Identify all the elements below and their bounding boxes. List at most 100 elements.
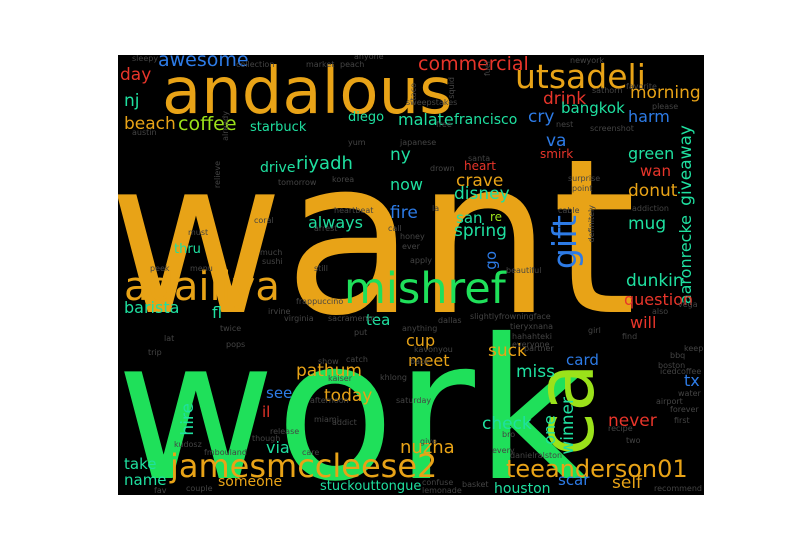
cloud-word: much bbox=[260, 248, 283, 257]
cloud-word: bro bbox=[502, 430, 516, 439]
cloud-word: dallas bbox=[438, 316, 462, 325]
cloud-word: va bbox=[546, 131, 567, 151]
cloud-word: everyone bbox=[512, 340, 550, 349]
cloud-word: il bbox=[262, 403, 271, 421]
cloud-word: honey bbox=[400, 232, 425, 241]
cloud-word: disney bbox=[454, 184, 510, 204]
cloud-word: afternoon bbox=[310, 396, 349, 405]
cloud-word: ny bbox=[390, 145, 411, 165]
cloud-word: peek bbox=[150, 264, 170, 273]
cloud-word: sleepy bbox=[132, 55, 159, 63]
cloud-word: adailiya bbox=[124, 264, 280, 310]
cloud-word: sushi bbox=[262, 257, 283, 266]
cloud-word: santa bbox=[468, 154, 491, 163]
cloud-word: cup bbox=[406, 331, 436, 350]
cloud-word: starbuck bbox=[250, 120, 307, 135]
cloud-word: recommend bbox=[654, 484, 702, 493]
cloud-word: basket bbox=[462, 480, 489, 489]
cloud-word: tomorrow bbox=[278, 178, 317, 187]
cloud-word: confuse bbox=[422, 478, 454, 487]
cloud-word: give bbox=[420, 437, 437, 446]
cloud-word: catch bbox=[346, 355, 368, 364]
cloud-word: self bbox=[612, 473, 643, 493]
cloud-word: water bbox=[678, 389, 701, 398]
cloud-word: kavonyou bbox=[414, 345, 453, 354]
cloud-word: relieve bbox=[213, 161, 222, 189]
cloud-word: recipe bbox=[608, 424, 633, 433]
cloud-word: definitely bbox=[587, 205, 596, 243]
cloud-word: commercial bbox=[418, 55, 529, 75]
cloud-word: release bbox=[270, 427, 300, 436]
cloud-word: addict bbox=[332, 418, 357, 427]
cloud-word: name bbox=[124, 471, 167, 489]
cloud-word: irvine bbox=[268, 307, 291, 316]
cloud-word: re bbox=[490, 210, 503, 224]
cloud-word: twice bbox=[220, 324, 242, 333]
cloud-word: malate bbox=[398, 110, 454, 129]
cloud-word: suck bbox=[488, 341, 527, 361]
cloud-word: beach bbox=[124, 114, 176, 134]
cloud-word: back bbox=[410, 357, 430, 366]
cloud-word: arrest bbox=[314, 224, 338, 233]
cloud-word: gift bbox=[545, 215, 584, 270]
cloud-word: first bbox=[674, 416, 690, 425]
cloud-word: day bbox=[120, 65, 152, 85]
cloud-word: apply bbox=[410, 256, 433, 265]
cloud-word: ever bbox=[402, 242, 420, 251]
cloud-word: jamesmccleese2 bbox=[170, 447, 438, 485]
cloud-word: winner bbox=[558, 397, 578, 455]
cloud-word: meet bbox=[408, 351, 450, 370]
cloud-word: via bbox=[266, 438, 290, 457]
cloud-word: will bbox=[630, 313, 657, 332]
cloud-word: never bbox=[608, 411, 657, 431]
cloud-word: thru bbox=[174, 242, 201, 257]
cloud-word: houston bbox=[494, 481, 551, 495]
cloud-word: one bbox=[540, 415, 559, 445]
cloud-word: collection bbox=[236, 60, 275, 69]
cloud-word: vega bbox=[678, 300, 698, 309]
cloud-word: scar bbox=[558, 471, 590, 489]
cloud-word: fl bbox=[212, 303, 223, 322]
cloud-word: la bbox=[432, 204, 440, 213]
cloud-word: market bbox=[306, 60, 335, 69]
cloud-word: screenshot bbox=[590, 124, 634, 133]
cloud-word: miss bbox=[516, 362, 555, 382]
cloud-word: girl bbox=[588, 326, 601, 335]
cloud-word: peach bbox=[340, 60, 365, 69]
cloud-word: nest bbox=[556, 120, 574, 129]
cloud-word: taco bbox=[409, 83, 418, 101]
cloud-word: also bbox=[652, 307, 669, 316]
cloud-word: mug bbox=[628, 214, 667, 234]
cloud-word: tea bbox=[366, 311, 391, 329]
cloud-word: miami bbox=[314, 415, 339, 424]
cloud-word: harm bbox=[628, 107, 670, 126]
cloud-word: airport bbox=[656, 397, 683, 406]
cloud-word: point bbox=[572, 184, 593, 193]
cloud-word: cable bbox=[558, 206, 580, 215]
cloud-word: barista bbox=[124, 298, 180, 317]
cloud-word: newyork bbox=[570, 56, 605, 65]
cloud-word: keep bbox=[684, 344, 704, 353]
cloud-word: still bbox=[314, 264, 328, 273]
cloud-word: nj bbox=[124, 91, 140, 111]
cloud-word: forever bbox=[670, 405, 699, 414]
cloud-word: san bbox=[456, 209, 483, 227]
cloud-word: diego bbox=[348, 110, 385, 125]
cloud-word: heart bbox=[464, 159, 496, 173]
cloud-word: bangkok bbox=[561, 99, 625, 117]
cloud-word: heartbeat bbox=[334, 206, 374, 215]
cloud-word: coral bbox=[254, 216, 274, 225]
cloud-word: question bbox=[624, 290, 694, 309]
cloud-word: addiction bbox=[632, 204, 670, 213]
cloud-word: austin bbox=[132, 128, 157, 137]
cloud-word: yum bbox=[348, 138, 366, 147]
cloud-word: kaiser bbox=[328, 374, 352, 383]
cloud-word: drive bbox=[260, 160, 296, 176]
cloud-word: menu bbox=[190, 264, 213, 273]
cloud-word: take bbox=[124, 455, 157, 473]
cloud-word: call bbox=[388, 224, 402, 233]
cloud-word: riyadh bbox=[296, 153, 353, 174]
cloud-word: see bbox=[266, 384, 293, 402]
cloud-word: spring bbox=[454, 221, 507, 241]
cloud-word: nuzha bbox=[400, 437, 455, 458]
